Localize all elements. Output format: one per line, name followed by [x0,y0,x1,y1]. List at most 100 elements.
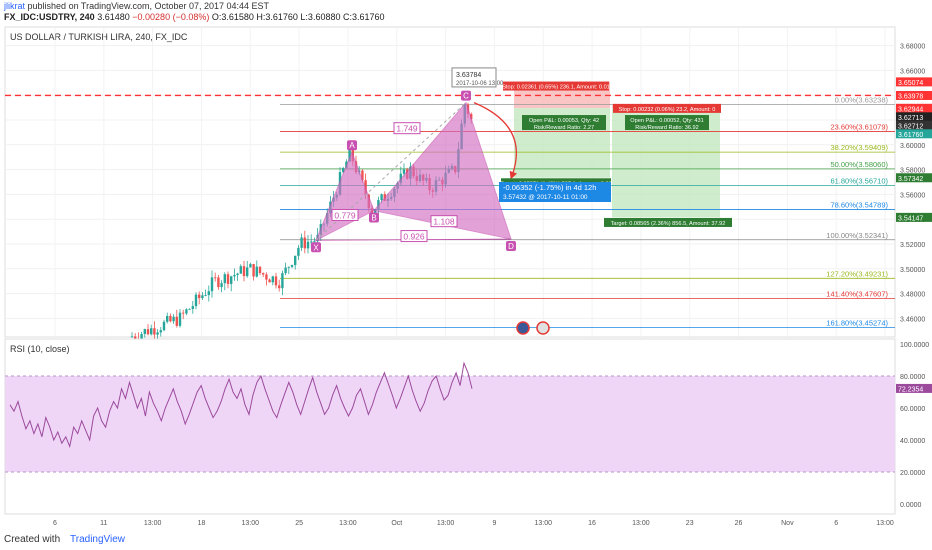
candle-body [140,334,143,341]
candle-body [214,277,217,279]
x-tick-label: 25 [295,520,303,527]
candle-body [303,237,306,249]
x-tick-label: 11 [100,520,107,527]
candle-body [348,146,351,162]
stop-label-2-text: Stop: 0.00232 (0.06%) 23.2, Amount: 0 [619,107,716,113]
stop-label-2[interactable] [613,103,721,113]
price-tag[interactable] [896,77,932,87]
price-tag[interactable] [896,90,932,100]
footer: Created with TradingView [0,531,932,550]
ratio-badge[interactable] [331,208,359,221]
fib-label: 23.60%(3.61079) [830,122,888,131]
y-tick-label: 3.66000 [900,68,925,75]
candle-body [258,266,262,274]
ratio-badge[interactable] [393,122,421,135]
price-tag[interactable] [896,112,932,122]
candle-body [290,265,294,267]
y-tick-label: 3.52000 [900,242,925,249]
publish-info: jlikrat published on TradingView.com, Oc… [4,1,269,11]
candle-body [262,273,265,275]
x-tick-label: 6 [53,520,57,527]
price-tag[interactable] [896,212,932,222]
rsi-y-tick: 60.0000 [900,406,925,413]
pattern-point-badge[interactable] [506,241,516,252]
candle-body [361,170,364,181]
rsi-band [5,376,895,472]
x-tick-label: 13:00 [242,520,260,527]
x-tick-label: 13:00 [144,520,162,527]
x-tick-label: Nov [781,520,794,527]
fib-label: 0.00%(3.63238) [835,96,889,105]
measure-callout[interactable] [499,182,611,202]
pnl-label-1[interactable] [522,115,606,131]
pattern-point-badge[interactable] [347,140,357,151]
target-label-2[interactable] [604,217,732,227]
price-pane[interactable]: US DOLLAR / TURKISH LIRA, 240, FX_IDC 0.… [4,26,932,514]
x-tick-label: 9 [492,520,496,527]
ratio-label: 1.749 [396,124,418,134]
ratio-badge[interactable] [400,230,428,243]
stop-label-1-text: Stop: 0.02361 (0.65%) 236.1, Amount: 0.0… [502,85,610,91]
candle-body [265,274,268,280]
pattern-point-badge[interactable] [369,212,379,223]
pattern-point-badge[interactable] [311,242,321,253]
candle-body [156,332,159,335]
price-tag[interactable] [896,173,932,183]
candle-body [226,274,230,284]
candle-body [166,315,169,322]
peak-price: 3.63784 [456,72,481,79]
publish-text: published on TradingView.com, October 07… [27,1,270,11]
stop-label-1[interactable] [503,81,609,91]
x-tick-label: 26 [735,520,743,527]
candle-body [342,168,345,173]
flag-icons[interactable] [516,321,550,335]
ratio-badge[interactable] [430,215,458,228]
candle-body [172,316,175,322]
price-tag[interactable] [896,120,932,130]
candle-body [246,267,249,277]
author-link[interactable]: jlikrat [4,1,26,11]
candle-body [470,113,473,120]
rsi-value-label: 72.2354 [898,386,923,393]
symbol-label: FX_IDC:USDTRY, 240 [4,12,95,22]
tradingview-logo[interactable]: TradingView [70,534,126,545]
candle-body [178,312,182,326]
candle-body [188,308,191,310]
pnl-label-2[interactable] [625,115,709,131]
candle-body [306,241,310,249]
us-flag-icon[interactable] [516,321,530,335]
candle-body [194,294,198,307]
price-tag[interactable] [896,129,932,139]
x-tick-label: 13:00 [632,520,650,527]
pattern-point-label: C [463,92,469,101]
candle-body [402,169,406,174]
pnl-label-1-text: Risk/Reward Ratio: 2.27 [534,125,594,131]
pattern-point-badge[interactable] [461,90,471,101]
x-tick-label: 16 [588,520,596,527]
rsi-pane[interactable]: RSI (10, close) 100.0000 80.0000 60.0000 40… [4,338,932,515]
price-tag[interactable] [896,103,932,113]
rsi-y-tick: 0.0000 [900,502,922,509]
candle-body [169,315,172,322]
candle-body [201,295,204,299]
ratio-label: 0.779 [334,210,356,220]
rsi-line[interactable] [9,361,473,449]
x-tick-label: 13:00 [339,520,357,527]
peak-callout [451,67,497,88]
peak-date: 2017-10-06 13:00 [456,81,504,87]
event-flag-icon[interactable] [536,321,550,335]
pattern-triangle-xab[interactable] [315,150,375,242]
y-tick-label: 3.58000 [900,168,925,175]
candle-body [287,266,290,268]
fib-label: 61.80%(3.56710) [830,177,888,186]
price-tag-label: 3.63978 [898,93,923,100]
candle-body [143,329,146,335]
chart-canvas[interactable]: US DOLLAR / TURKISH LIRA, 240, FX_IDC 0.… [0,22,932,532]
measure-change: -0.06352 (-1.75%) in 4d 12h [503,183,596,192]
price-tag-label: 3.65074 [898,80,923,87]
candle-body [274,276,278,286]
y-tick-label: 3.48000 [900,292,925,299]
ratio-label: 1.108 [433,217,455,227]
rsi-value-tag[interactable] [896,383,932,393]
price-tag-label: 3.57342 [898,176,923,183]
